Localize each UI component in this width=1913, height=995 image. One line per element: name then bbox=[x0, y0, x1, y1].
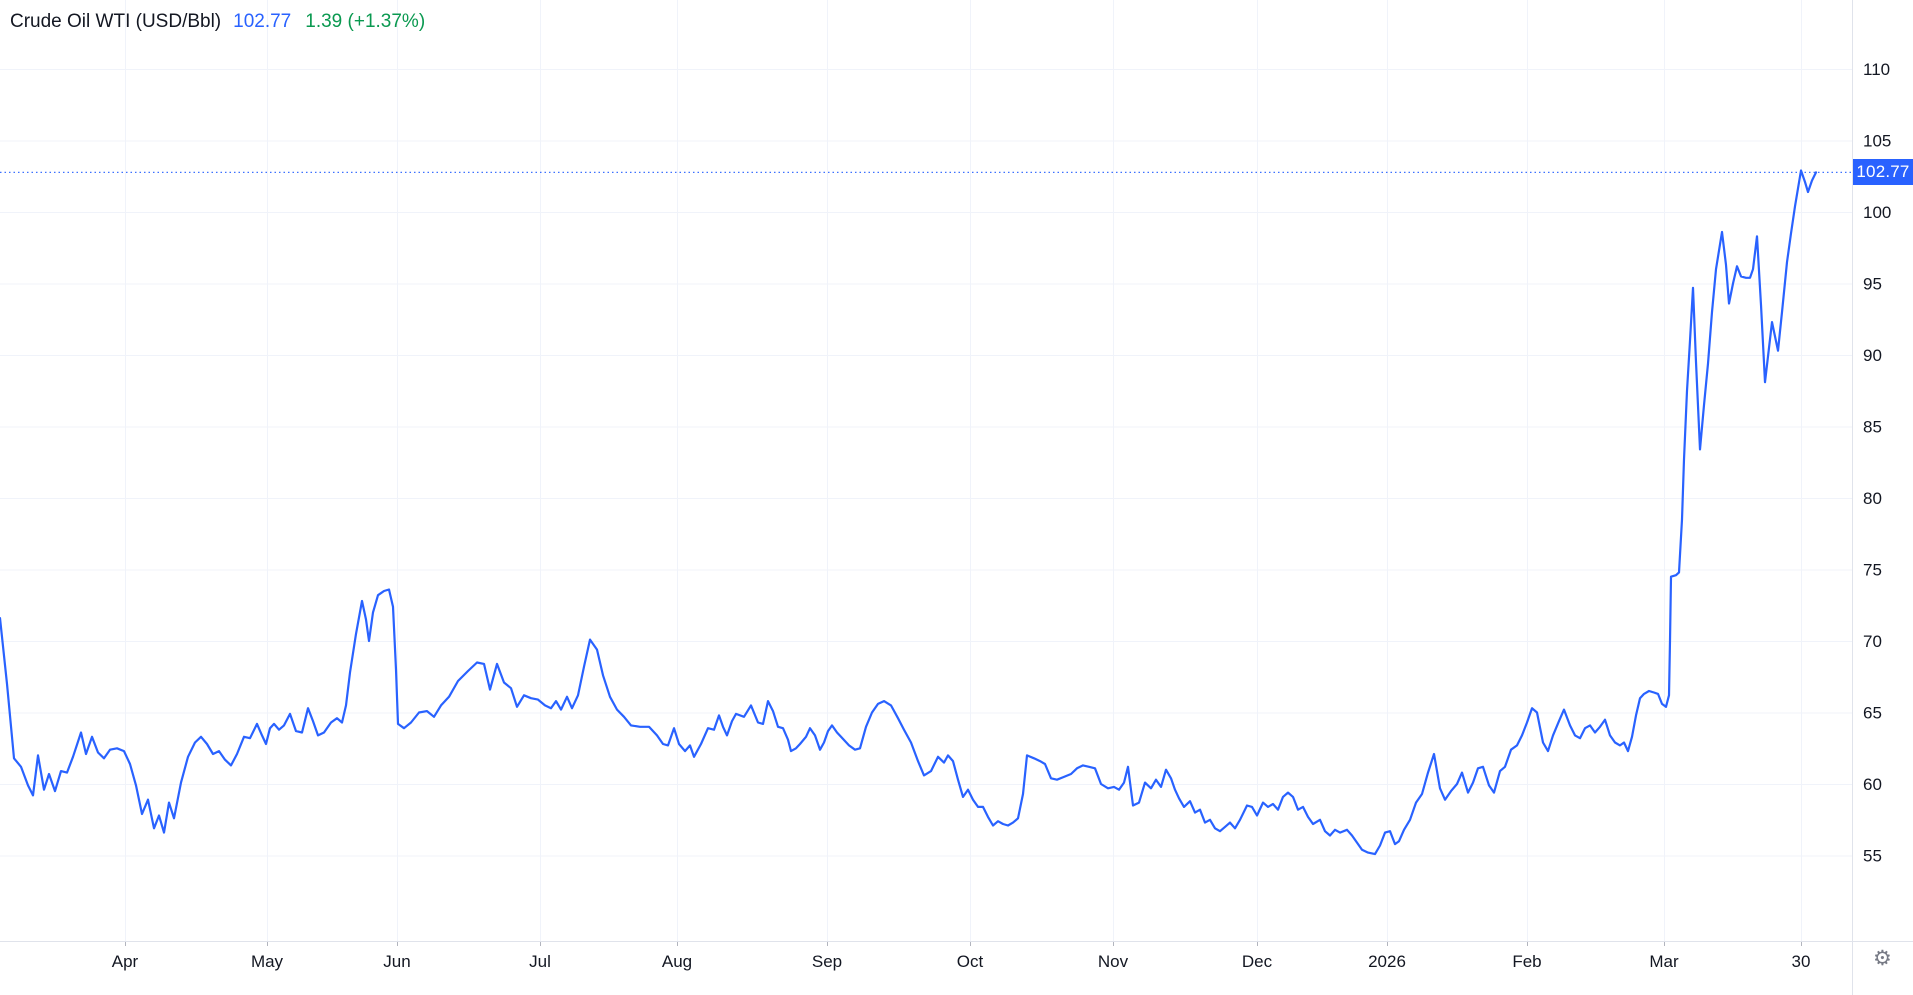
price-axis-label[interactable]: 105 bbox=[1863, 132, 1891, 151]
time-axis-label[interactable]: Nov bbox=[1098, 952, 1129, 971]
series-path bbox=[0, 169, 1818, 856]
price-axis-label[interactable]: 90 bbox=[1863, 346, 1882, 365]
time-axis-label[interactable]: Dec bbox=[1242, 952, 1273, 971]
price-axis-label[interactable]: 60 bbox=[1863, 775, 1882, 794]
price-axis-label[interactable]: 75 bbox=[1863, 561, 1882, 580]
price-axis-label[interactable]: 95 bbox=[1863, 275, 1882, 294]
time-axis-label[interactable]: Mar bbox=[1649, 952, 1679, 971]
time-axis-label[interactable]: Sep bbox=[812, 952, 842, 971]
time-axis-label[interactable]: Jul bbox=[529, 952, 551, 971]
last-price: 102.77 bbox=[233, 11, 292, 32]
time-axis-label[interactable]: Feb bbox=[1512, 952, 1541, 971]
time-axis-label[interactable]: 30 bbox=[1792, 952, 1811, 971]
current-price-label: 102.77 bbox=[1853, 159, 1913, 186]
time-axis-label[interactable]: Aug bbox=[662, 952, 692, 971]
price-axis-label[interactable]: 70 bbox=[1863, 632, 1882, 651]
price-axis-label[interactable]: 55 bbox=[1863, 847, 1882, 866]
time-axis-label[interactable]: May bbox=[251, 952, 284, 971]
price-change: 1.39 (+1.37%) bbox=[305, 11, 426, 32]
time-axis-label[interactable]: Oct bbox=[957, 952, 984, 971]
symbol-title[interactable]: Crude Oil WTI (USD/Bbl) bbox=[10, 11, 222, 32]
price-axis-label[interactable]: 85 bbox=[1863, 418, 1882, 437]
time-axis-label[interactable]: 2026 bbox=[1368, 952, 1406, 971]
settings-gear-icon[interactable]: ⚙ bbox=[1873, 947, 1892, 970]
price-axis-label[interactable]: 100 bbox=[1863, 203, 1891, 222]
chart-legend: Crude Oil WTI (USD/Bbl) 102.77 1.39 (+1.… bbox=[10, 11, 425, 33]
price-axis-label[interactable]: 80 bbox=[1863, 489, 1882, 508]
price-axis-label[interactable]: 110 bbox=[1863, 60, 1890, 79]
time-axis-label[interactable]: Apr bbox=[112, 952, 139, 971]
time-axis-label[interactable]: Jun bbox=[383, 952, 410, 971]
price-axis-label[interactable]: 65 bbox=[1863, 704, 1882, 723]
